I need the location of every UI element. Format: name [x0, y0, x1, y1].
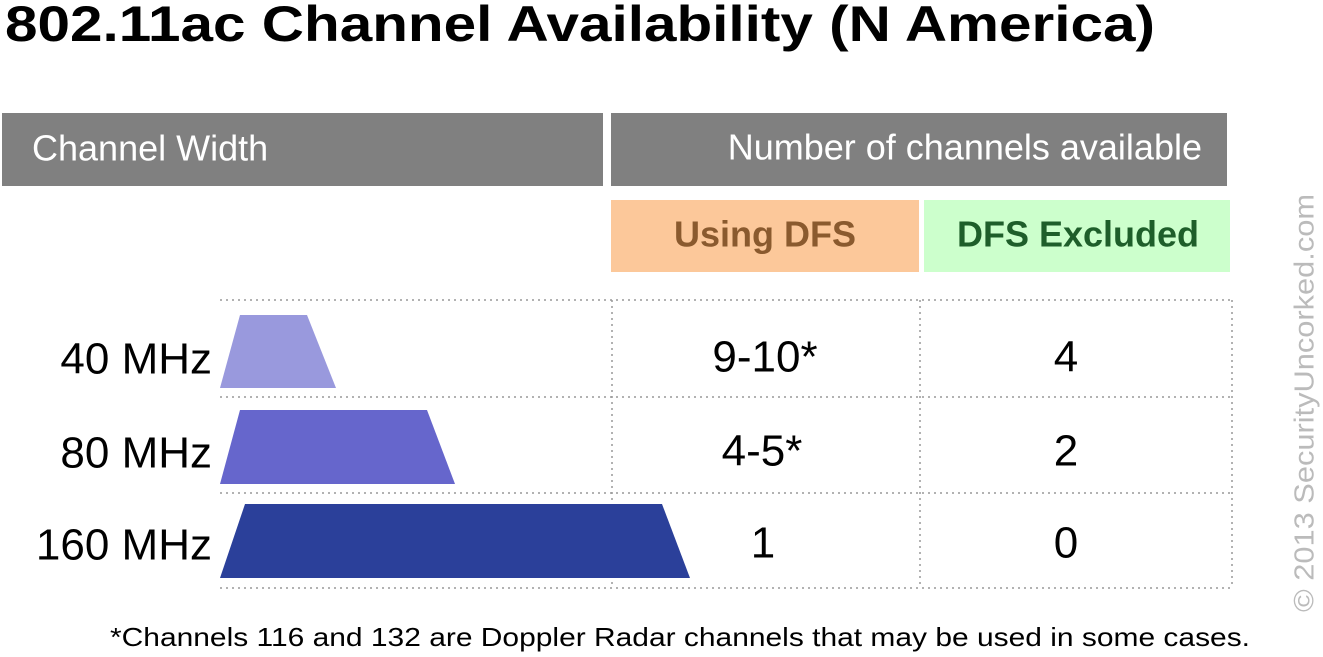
subheader-label: Using DFS [674, 214, 856, 255]
cell-value: 2 [1054, 427, 1078, 476]
subheader-label: DFS Excluded [957, 214, 1199, 255]
row-label: 160 MHz [36, 521, 212, 570]
table-grid [220, 299, 1233, 589]
subheader-cell [611, 200, 919, 272]
subheader-cell [924, 200, 1230, 272]
header-cell [611, 113, 1227, 186]
footnote: *Channels 116 and 132 are Doppler Radar … [110, 622, 1250, 652]
cell-value: 4 [1054, 333, 1078, 382]
copyright: © 2013 SecurityUncorked.com [1288, 194, 1319, 612]
cell-value: 4-5* [722, 427, 803, 476]
row-label: 40 MHz [60, 335, 212, 384]
width-shape [220, 410, 455, 484]
width-shape [220, 504, 690, 578]
cell-value: 1 [751, 519, 775, 568]
cell-value: 0 [1054, 519, 1078, 568]
row-label: 80 MHz [60, 429, 212, 478]
header-label: Number of channels available [728, 127, 1202, 168]
cell-value: 9-10* [712, 333, 817, 382]
header-cell [2, 113, 603, 186]
title: 802.11ac Channel Availability (N America… [5, 0, 1155, 52]
header-label: Channel Width [32, 128, 268, 169]
width-shape [220, 315, 336, 388]
